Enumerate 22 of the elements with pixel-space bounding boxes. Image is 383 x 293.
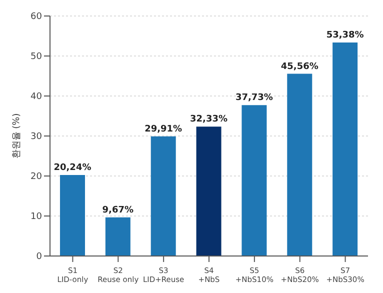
data-label: 9,67% (102, 205, 134, 216)
data-label: 45,56% (280, 62, 318, 72)
y-tick-label: 40 (30, 92, 42, 102)
data-label: 29,91% (144, 124, 182, 134)
y-tick-label: 0 (36, 252, 42, 262)
bar (242, 105, 267, 256)
bar (60, 175, 85, 256)
data-label: 32,33% (190, 114, 228, 125)
data-label: 53,38% (326, 30, 364, 40)
data-label: 37,73% (235, 93, 273, 104)
y-tick-label: 60 (30, 12, 42, 22)
data-label: 20,24% (54, 163, 92, 174)
y-tick-label: 20 (30, 172, 42, 182)
bar (332, 42, 358, 256)
bar (287, 74, 312, 256)
y-axis-title: 환원율 (%) (12, 113, 22, 159)
bar (105, 217, 130, 256)
y-tick-label: 30 (30, 132, 42, 142)
bar (196, 126, 222, 256)
bar (150, 136, 176, 256)
y-tick-label: 10 (30, 212, 42, 222)
y-tick-label: 50 (30, 52, 42, 62)
